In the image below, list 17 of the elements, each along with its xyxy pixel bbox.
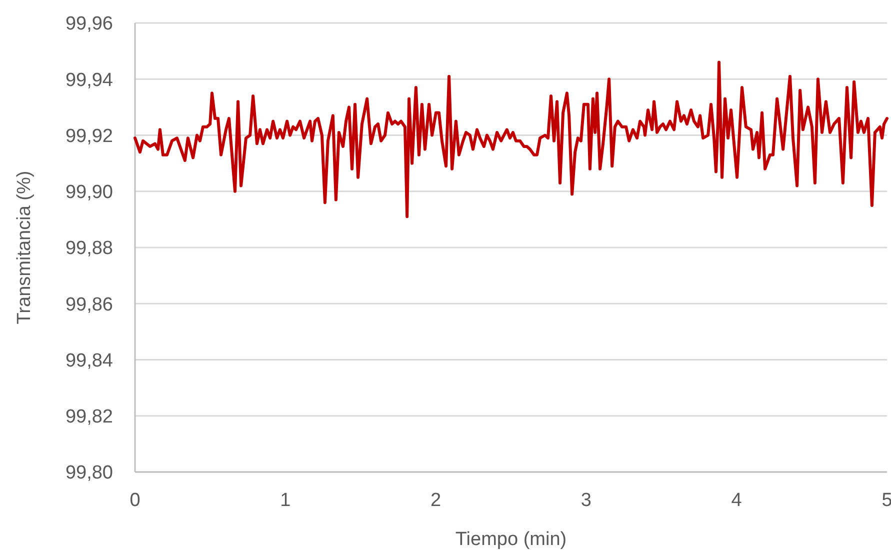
- y-tick-label: 99,92: [65, 126, 113, 147]
- y-tick-label: 99,88: [65, 238, 113, 260]
- y-tick-label: 99,84: [65, 350, 114, 372]
- y-tick-label: 99,90: [65, 182, 113, 204]
- x-tick-label: 3: [580, 490, 592, 511]
- y-axis-title: Transmitancia (%): [14, 170, 35, 324]
- x-tick-label: 4: [731, 490, 742, 511]
- y-tick-label: 99,94: [65, 70, 114, 91]
- x-tick-label: 2: [430, 490, 442, 511]
- y-tick-label: 99,86: [65, 294, 113, 316]
- y-tick-label: 99,82: [65, 406, 113, 428]
- y-tick-label: 99,96: [65, 14, 113, 35]
- line-series: [134, 60, 888, 218]
- y-tick-label: 99,80: [65, 462, 113, 484]
- x-axis-title: Tiempo (min): [455, 529, 567, 550]
- x-tick-label: 1: [280, 490, 291, 511]
- x-tick-label: 0: [130, 490, 140, 511]
